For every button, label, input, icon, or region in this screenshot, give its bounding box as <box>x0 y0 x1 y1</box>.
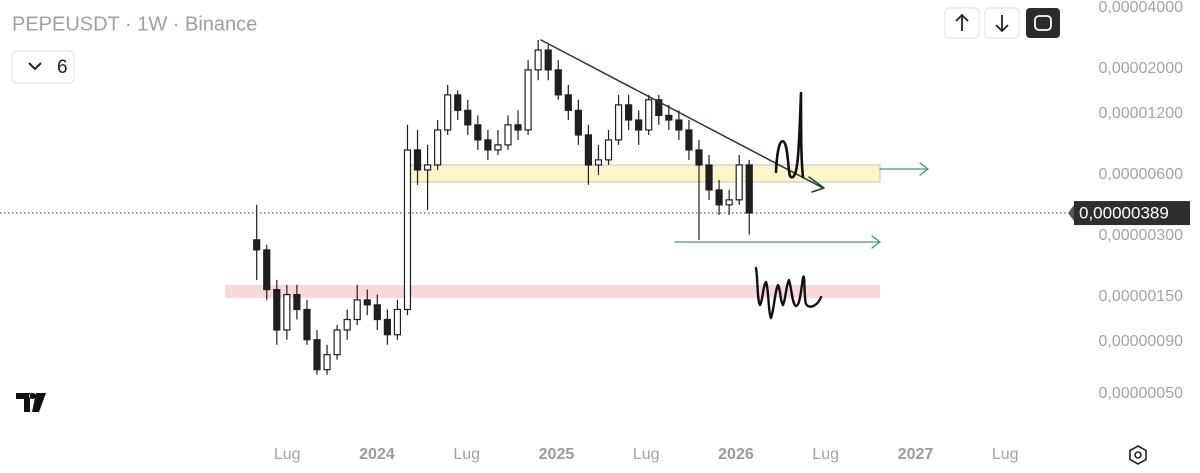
candle-body <box>293 293 301 311</box>
candle-body <box>514 124 522 131</box>
y-tick-label: 0,00000150 <box>1098 288 1183 305</box>
x-tick-label: Lug <box>633 446 660 463</box>
candle-body <box>604 139 613 161</box>
candle-body <box>313 339 321 371</box>
y-tick-label: 0,00000050 <box>1098 385 1183 402</box>
candle-body <box>504 124 512 146</box>
y-tick-label: 0,00000090 <box>1098 333 1183 350</box>
interval-button[interactable] <box>11 50 75 84</box>
arrow-head <box>871 235 881 249</box>
candle-body <box>454 94 462 111</box>
candle-body <box>343 318 351 331</box>
candle-body <box>584 134 593 166</box>
candle-body <box>705 164 713 191</box>
candle-body <box>665 114 673 121</box>
support-zone <box>404 164 881 183</box>
y-tick-label: 0,00001200 <box>1098 105 1183 122</box>
down-icon <box>995 15 1009 33</box>
candle-body <box>725 199 733 206</box>
candles <box>253 40 753 375</box>
x-tick-label: 2025 <box>539 446 575 463</box>
fullscreen-icon <box>1034 15 1052 31</box>
scribble <box>754 266 823 320</box>
chart-title: PEPEUSDT · 1W · Binance <box>12 13 257 35</box>
drawings <box>540 39 929 320</box>
arrow-head <box>919 162 929 176</box>
candle-body <box>363 299 371 306</box>
candle-body <box>645 99 653 131</box>
candle-body <box>464 109 472 126</box>
last-price-box <box>1074 201 1190 226</box>
y-tick-label: 0,00002000 <box>1098 60 1183 77</box>
scribble <box>774 91 805 179</box>
candle-body <box>373 304 381 321</box>
candle-body <box>695 149 703 166</box>
arrow-head <box>808 176 825 193</box>
candle-body <box>534 49 542 71</box>
logo-dot <box>30 393 36 399</box>
x-tick-label: Lug <box>274 446 301 463</box>
candle-body <box>685 129 693 151</box>
candle-body <box>484 139 492 151</box>
candle-body <box>403 149 412 311</box>
candle-body <box>263 249 271 291</box>
candle-body <box>253 239 261 251</box>
candle-body <box>323 354 331 371</box>
candle-body <box>283 293 291 331</box>
x-tick-label: 2027 <box>898 446 934 463</box>
y-tick-label: 0,00000600 <box>1098 166 1183 183</box>
candle-body <box>675 119 683 131</box>
candle-body <box>715 189 723 206</box>
fullscreen-button[interactable] <box>1026 8 1060 38</box>
demand-zone <box>225 285 880 298</box>
candle-body <box>625 104 633 121</box>
logo <box>16 393 46 412</box>
up-icon <box>955 13 969 31</box>
settings-icon[interactable] <box>1129 445 1147 465</box>
last-price-marker <box>1068 205 1074 222</box>
candle-body <box>494 144 502 151</box>
candle-body <box>474 124 482 141</box>
candle-body <box>413 149 422 171</box>
x-tick-label: 2026 <box>718 446 754 463</box>
chevron-icon <box>28 62 42 71</box>
candle-body <box>444 94 452 131</box>
candle-body <box>745 164 753 214</box>
x-tick-label: Lug <box>453 446 480 463</box>
candle-body <box>655 99 663 117</box>
candle-body <box>303 308 311 341</box>
y-tick-label: 0,00004000 <box>1098 0 1183 16</box>
candle-body <box>423 164 432 171</box>
interval-count: 6 <box>57 57 68 78</box>
candle-body <box>524 69 532 131</box>
x-tick-label: 2024 <box>359 446 395 463</box>
candle-body <box>635 119 643 131</box>
candle-body <box>594 159 603 166</box>
candle-body <box>554 69 562 96</box>
candle-body <box>614 104 623 141</box>
candle-body <box>735 164 743 201</box>
last-price-label: 0,00000389 <box>1079 204 1169 223</box>
candle-body <box>383 318 391 336</box>
candle-body <box>434 129 442 166</box>
y-tick-label: 0,00000300 <box>1098 227 1183 244</box>
candle-body <box>574 109 582 136</box>
candle-body <box>544 49 552 71</box>
candle-body <box>353 299 361 321</box>
x-tick-label: Lug <box>992 446 1019 463</box>
candle-body <box>564 94 572 111</box>
settings-icon-center <box>1134 451 1142 459</box>
candle-body <box>273 288 281 331</box>
candle-body <box>333 329 341 356</box>
x-tick-label: Lug <box>812 446 839 463</box>
candle-body <box>393 308 402 336</box>
